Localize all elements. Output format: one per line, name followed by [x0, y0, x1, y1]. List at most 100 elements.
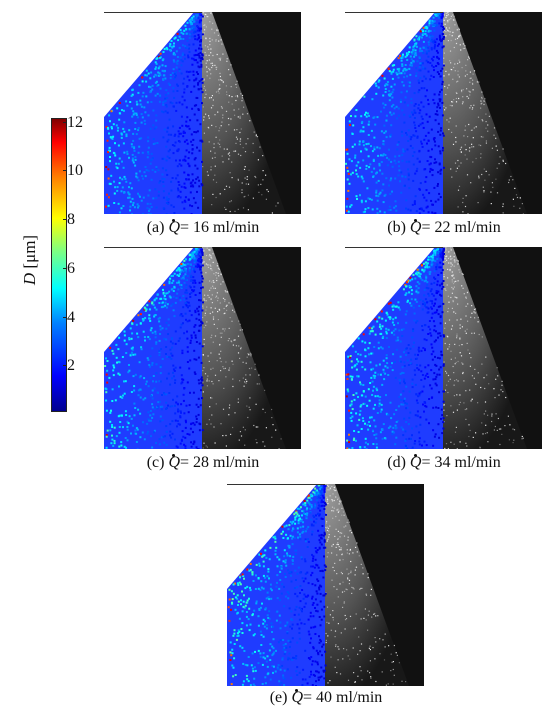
droplet-speckle: [217, 263, 219, 265]
droplet-marker: [417, 346, 420, 349]
droplet-speckle: [205, 38, 207, 40]
droplet-marker: [160, 408, 163, 411]
droplet-marker: [177, 281, 180, 284]
droplet-marker: [188, 259, 191, 262]
droplet-speckle: [219, 84, 221, 86]
droplet-marker: [374, 375, 377, 377]
droplet-marker: [155, 197, 158, 199]
droplet-marker: [239, 583, 242, 586]
droplet-marker: [436, 106, 439, 109]
droplet-speckle: [229, 201, 231, 203]
droplet-speckle: [370, 677, 372, 679]
droplet-marker: [182, 82, 185, 85]
droplet-marker: [258, 553, 261, 556]
droplet-marker: [348, 441, 351, 444]
droplet-speckle: [234, 95, 237, 97]
droplet-speckle: [443, 409, 445, 411]
droplet-marker: [288, 546, 291, 549]
droplet-marker: [193, 285, 196, 288]
droplet-marker: [177, 39, 180, 42]
droplet-marker: [442, 45, 445, 48]
droplet-speckle: [342, 581, 344, 583]
droplet-marker: [158, 354, 161, 357]
droplet-marker: [198, 329, 201, 332]
droplet-marker: [433, 186, 436, 189]
droplet-marker: [397, 301, 400, 304]
droplet-marker: [289, 570, 292, 573]
droplet-marker: [417, 107, 420, 110]
droplet-speckle: [206, 75, 208, 77]
droplet-marker: [275, 619, 278, 622]
droplet-marker: [413, 312, 416, 315]
droplet-marker: [408, 285, 411, 287]
droplet-marker: [379, 169, 381, 172]
droplet-marker: [146, 156, 149, 159]
droplet-marker: [414, 195, 417, 198]
droplet-marker: [421, 208, 424, 211]
droplet-speckle: [485, 142, 487, 144]
droplet-marker: [287, 528, 290, 531]
droplet-marker: [184, 268, 187, 271]
droplet-speckle: [209, 289, 211, 291]
droplet-marker: [427, 41, 430, 44]
droplet-speckle: [466, 342, 468, 344]
droplet-speckle: [212, 253, 214, 255]
droplet-speckle: [216, 279, 218, 282]
droplet-marker: [137, 179, 140, 182]
droplet-marker: [133, 414, 136, 417]
droplet-speckle: [202, 381, 204, 383]
droplet-speckle: [217, 272, 219, 274]
spray-image: [227, 484, 424, 688]
droplet-marker: [186, 330, 188, 333]
droplet-marker: [283, 525, 286, 528]
droplet-marker: [290, 658, 292, 661]
droplet-marker: [410, 98, 413, 100]
droplet-marker: [322, 496, 325, 499]
droplet-marker: [242, 605, 245, 608]
droplet-speckle: [239, 323, 241, 325]
droplet-marker: [412, 50, 415, 53]
droplet-speckle: [462, 47, 464, 50]
droplet-marker: [174, 74, 177, 77]
droplet-speckle: [443, 404, 445, 406]
droplet-marker: [190, 445, 193, 448]
droplet-marker: [301, 684, 304, 686]
droplet-marker: [298, 627, 301, 630]
droplet-marker: [268, 577, 270, 580]
droplet-marker: [439, 90, 441, 93]
droplet-speckle: [246, 405, 248, 407]
droplet-marker: [298, 671, 301, 674]
droplet-marker: [241, 646, 244, 649]
droplet-marker: [431, 259, 434, 262]
droplet-marker: [176, 32, 179, 35]
droplet-marker: [273, 665, 275, 668]
droplet-speckle: [469, 94, 471, 96]
droplet-marker: [313, 566, 316, 569]
droplet-marker: [438, 73, 440, 75]
droplet-marker: [350, 400, 353, 403]
droplet-speckle: [203, 338, 205, 340]
droplet-marker: [180, 185, 183, 188]
droplet-marker: [184, 159, 187, 162]
droplet-speckle: [451, 69, 453, 71]
droplet-marker: [155, 66, 157, 69]
droplet-marker: [368, 399, 371, 402]
droplet-speckle: [349, 529, 351, 531]
droplet-speckle: [216, 277, 218, 279]
droplet-marker: [154, 67, 157, 70]
droplet-speckle: [466, 174, 469, 176]
droplet-marker: [236, 632, 239, 635]
droplet-marker: [170, 357, 173, 360]
droplet-marker: [161, 436, 164, 439]
droplet-marker: [190, 213, 193, 216]
droplet-marker: [162, 181, 165, 183]
droplet-marker: [371, 330, 374, 333]
droplet-marker: [431, 346, 434, 349]
droplet-marker: [187, 54, 189, 57]
droplet-marker: [185, 289, 188, 292]
droplet-speckle: [491, 147, 493, 149]
droplet-marker: [423, 338, 426, 341]
droplet-marker: [320, 543, 323, 546]
droplet-marker: [159, 94, 162, 97]
droplet-speckle: [464, 154, 466, 156]
